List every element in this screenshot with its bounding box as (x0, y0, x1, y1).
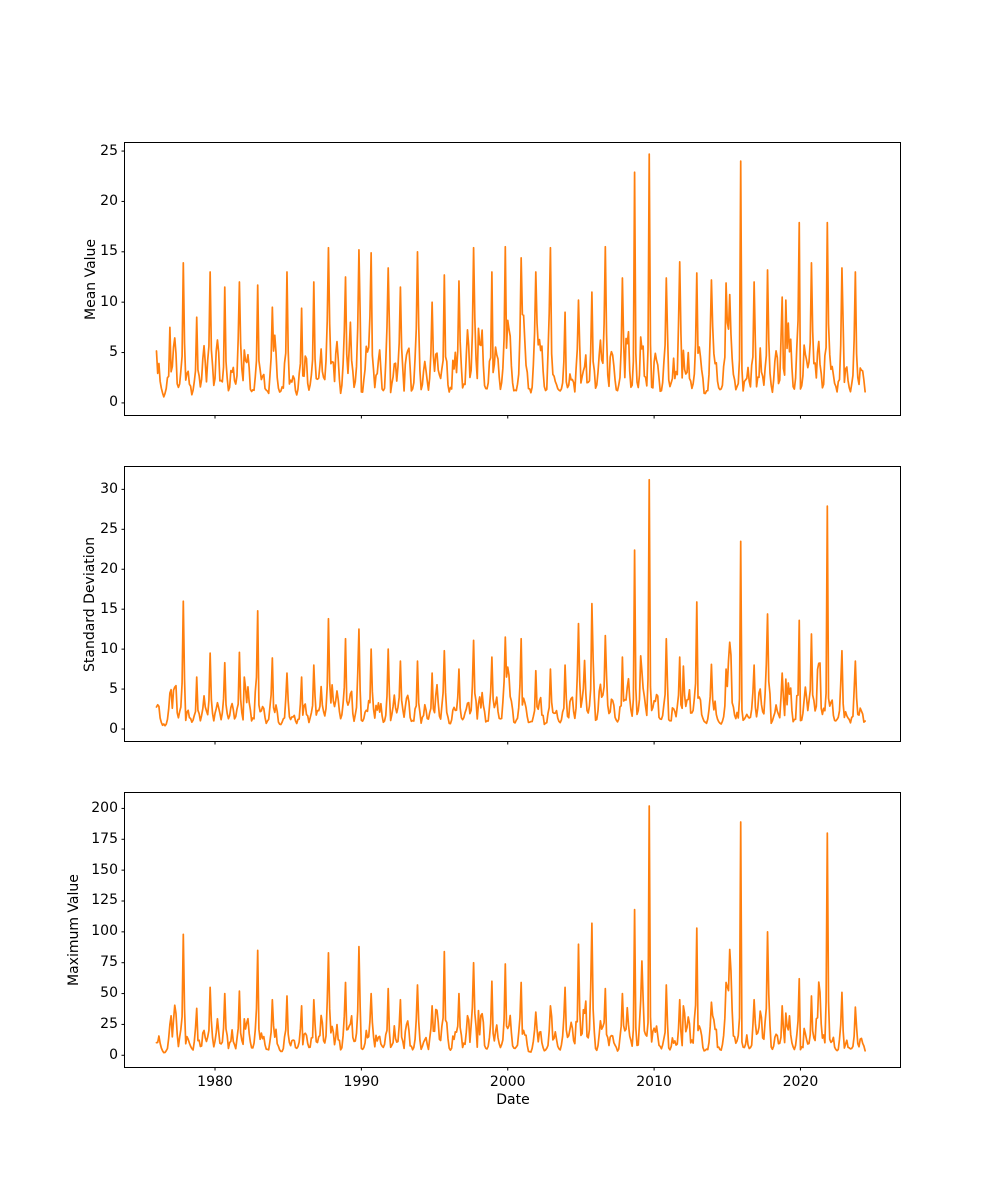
y-tick-label: 75 (100, 954, 118, 971)
y-tick-label: 30 (100, 480, 118, 497)
y-tick-label: 200 (91, 799, 118, 816)
y-tick-label: 50 (100, 985, 118, 1002)
y-tick-label: 0 (109, 394, 118, 411)
y-tick-label: 25 (100, 520, 118, 537)
y-tick-label: 150 (91, 861, 118, 878)
y-tick-label: 5 (109, 680, 118, 697)
y-tick-label: 5 (109, 344, 118, 361)
x-tick-label: 2010 (636, 1074, 672, 1090)
x-tick-label: 1980 (197, 1074, 233, 1090)
y-tick-label: 10 (100, 293, 118, 310)
y-tick-label: 0 (109, 1046, 118, 1063)
y-axis-label-mean-value: Mean Value (83, 238, 99, 320)
x-axis-label-date: Date (496, 1092, 530, 1108)
y-tick-label: 10 (100, 640, 118, 657)
y-tick-label: 20 (100, 560, 118, 577)
standard-deviation-panel (124, 466, 901, 742)
y-tick-label: 25 (100, 142, 118, 159)
x-tick-label: 2000 (489, 1074, 526, 1090)
maximum-value-panel (124, 792, 901, 1068)
y-tick-label: 175 (91, 830, 118, 847)
y-tick-label: 15 (100, 243, 118, 260)
x-tick-label: 2020 (782, 1074, 819, 1090)
y-tick-label: 15 (100, 600, 118, 617)
mean-value-panel (124, 142, 901, 416)
y-tick-label: 25 (100, 1015, 118, 1032)
y-tick-label: 0 (109, 720, 118, 737)
y-tick-label: 20 (100, 192, 118, 209)
y-tick-label: 125 (91, 892, 118, 909)
y-tick-label: 100 (91, 923, 118, 940)
x-tick-label: 1990 (343, 1074, 380, 1090)
